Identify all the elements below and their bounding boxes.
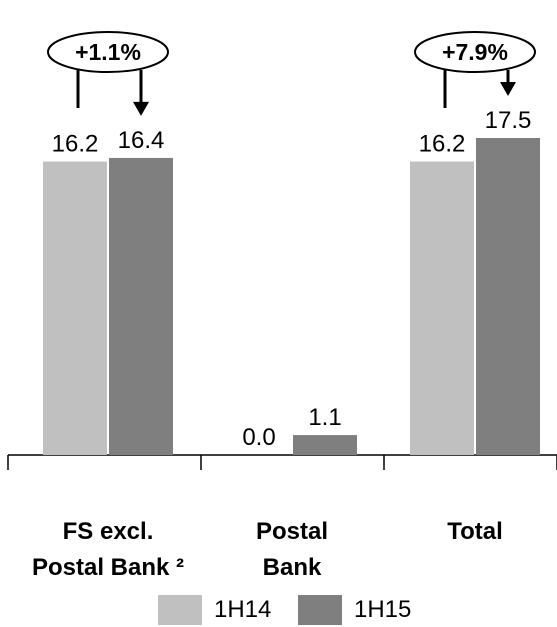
bar-chart: 16.2 16.4 FS excl. Postal Bank ² 0.0 1.1 Posta… — [7, 31, 557, 581]
category-label-1-line-1: FS excl. — [63, 518, 154, 545]
growth-ellipse-2 — [414, 31, 536, 73]
legend-label-1h14: 1H14 — [214, 596, 272, 623]
legend-swatch-1h14 — [158, 595, 202, 625]
data-label-1h14-1: 16.2 — [52, 131, 99, 158]
legend-swatch-1h15 — [298, 595, 342, 625]
growth-ellipse-1 — [47, 31, 169, 73]
bar-1h15-3 — [476, 138, 540, 455]
growth-arrow-head-2 — [500, 82, 516, 96]
bar-1h14-3 — [410, 161, 474, 455]
bar-1h14-1 — [43, 161, 107, 455]
category-label-2-line-2: Bank — [263, 554, 322, 581]
data-label-1h14-3: 16.2 — [419, 131, 466, 158]
legend: 1H14 1H15 — [0, 595, 557, 625]
legend-item-1h14: 1H14 — [158, 595, 271, 625]
data-label-1h14-2: 0.0 — [242, 424, 275, 451]
data-label-1h15-3: 17.5 — [485, 107, 532, 134]
legend-label-1h15: 1H15 — [354, 596, 412, 623]
growth-label-1: +1.1% — [75, 39, 141, 65]
growth-arrow-head-1 — [133, 101, 149, 116]
category-label-2-line-1: Postal — [256, 518, 328, 545]
bar-1h15-2 — [293, 435, 357, 455]
category-label-1-line-2: Postal Bank ² — [32, 554, 184, 581]
category-label-3-line-1: Total — [447, 518, 503, 545]
data-label-1h15-2: 1.1 — [308, 404, 341, 431]
bar-1h15-1 — [109, 157, 173, 455]
legend-item-1h15: 1H15 — [298, 595, 411, 625]
data-label-1h15-1: 16.4 — [118, 127, 165, 154]
growth-label-2: +7.9% — [442, 39, 508, 65]
